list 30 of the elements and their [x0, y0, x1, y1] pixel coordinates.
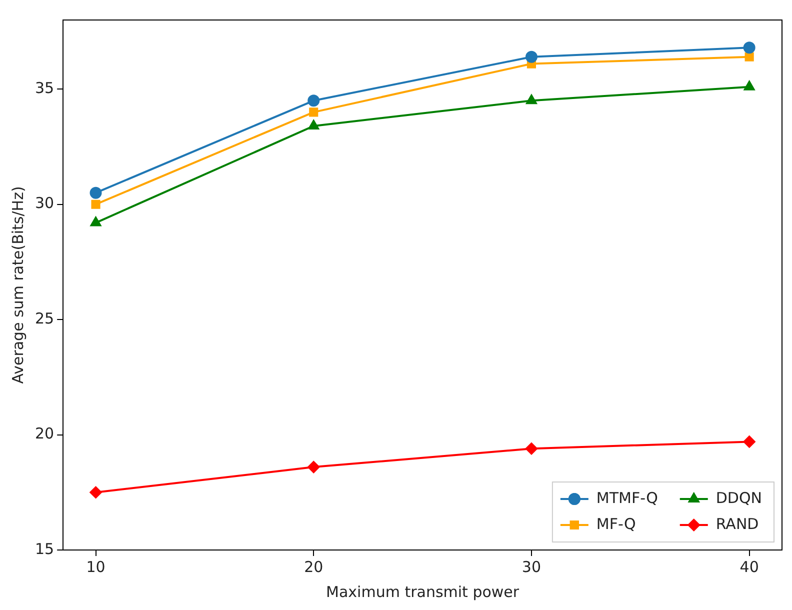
- y-axis-title: Average sum rate(Bits/Hz): [8, 186, 27, 384]
- point: [744, 80, 755, 90]
- point: [90, 486, 102, 498]
- point: [743, 42, 756, 54]
- y-tick-label: 35: [34, 79, 54, 98]
- y-tick-label: 15: [34, 540, 54, 558]
- point: [90, 216, 102, 226]
- x-tick-label: 30: [522, 558, 542, 576]
- point: [525, 50, 538, 63]
- point: [526, 94, 537, 104]
- point: [308, 461, 320, 474]
- point: [308, 120, 319, 130]
- y-tick-label: 20: [34, 424, 54, 443]
- point: [743, 436, 756, 448]
- legend-label: DDQN: [716, 488, 762, 507]
- legend-label: MF-Q: [596, 514, 636, 533]
- y-tick-label: 30: [34, 194, 54, 212]
- point: [525, 442, 538, 455]
- x-axis-title: Maximum transmit power: [326, 582, 520, 601]
- point: [91, 200, 100, 209]
- x-tick-label: 40: [740, 558, 759, 576]
- x-tick-label: 20: [304, 558, 324, 576]
- y-tick-label: 25: [34, 309, 54, 328]
- point: [744, 52, 754, 62]
- legend-label: MTMF-Q: [596, 488, 658, 507]
- x-tick-label: 10: [86, 558, 106, 576]
- point: [308, 94, 320, 107]
- point: [90, 186, 102, 199]
- point: [309, 108, 318, 117]
- legend-label: RAND: [716, 514, 759, 533]
